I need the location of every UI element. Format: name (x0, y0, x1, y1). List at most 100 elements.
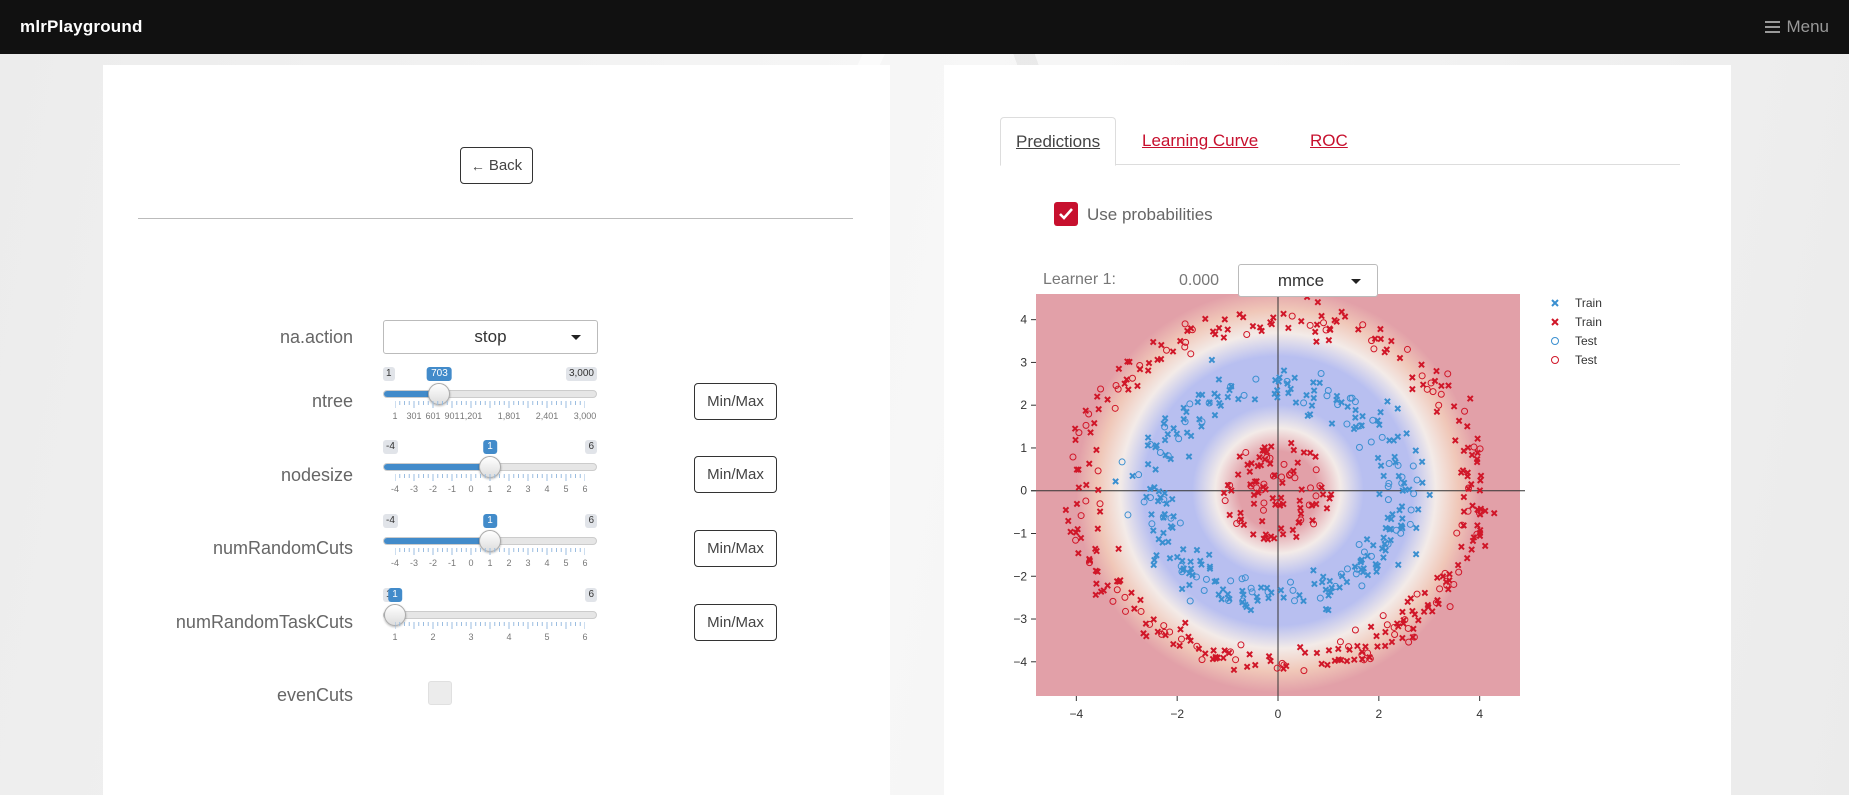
data-point (1220, 489, 1228, 497)
data-point (1394, 461, 1402, 469)
data-point (1311, 580, 1318, 588)
data-point (1253, 478, 1260, 485)
data-point (1273, 499, 1281, 507)
data-point (1287, 385, 1294, 393)
slider-tick-label: 1 (392, 411, 398, 421)
evencuts-checkbox[interactable] (428, 681, 452, 705)
slider-tick-label: 5 (563, 484, 569, 494)
data-point (1286, 471, 1294, 479)
x-tick-label: 4 (1476, 707, 1483, 721)
slider-tick-label: 2 (430, 632, 436, 642)
slider-tick-label: 301 (406, 411, 422, 421)
data-point (1474, 449, 1481, 457)
data-point (1335, 656, 1343, 663)
numrandomcuts-minmax-button[interactable]: Min/Max (694, 530, 777, 567)
ntree-slider[interactable]: 1 3,000 703 1 301 601 901 1,201 1,801 2,401 3,000 (383, 367, 597, 422)
data-point (1312, 500, 1320, 508)
data-point (1075, 466, 1082, 473)
data-point (1336, 584, 1343, 591)
data-point (1112, 382, 1120, 390)
data-point (1192, 573, 1200, 581)
tab-learning-curve[interactable]: Learning Curve (1142, 131, 1259, 150)
slider-min-label: -4 (383, 440, 398, 454)
data-point (1176, 519, 1184, 527)
data-point (1470, 443, 1478, 451)
legend-label: Test (1575, 353, 1598, 367)
numrandomtaskcuts-slider[interactable]: 161123456 (383, 588, 597, 643)
data-point (1457, 469, 1465, 476)
data-point (1343, 420, 1351, 428)
data-point (1308, 402, 1316, 409)
data-point (1226, 511, 1234, 519)
data-point (1166, 554, 1174, 562)
menu-button[interactable]: Menu (1765, 17, 1829, 37)
check-icon (1059, 208, 1073, 220)
data-point (1338, 572, 1346, 580)
data-point (1215, 376, 1223, 383)
use-probabilities-checkbox[interactable] (1054, 202, 1078, 226)
data-point (1125, 386, 1132, 393)
y-tick-label: 4 (1020, 313, 1027, 327)
na-action-select[interactable]: stop (383, 320, 598, 354)
data-point (1297, 504, 1304, 512)
data-point (1218, 595, 1225, 603)
param-label-na-action: na.action (279, 327, 353, 347)
back-button[interactable]: ← Back (460, 147, 533, 184)
data-point (1397, 529, 1405, 537)
nodesize-slider[interactable]: -4 6 1 -4 -3 -2 -1 0 1 2 3 4 5 6 (383, 440, 597, 495)
data-point (1405, 638, 1413, 646)
tab-roc[interactable]: ROC (1310, 131, 1348, 150)
data-point (1443, 581, 1451, 589)
nodesize-minmax-button[interactable]: Min/Max (694, 456, 777, 493)
measure-select[interactable]: mmce (1238, 264, 1378, 297)
data-point (1465, 484, 1473, 492)
slider-tick-label: 4 (506, 632, 512, 642)
data-point (1313, 338, 1320, 345)
data-point (1436, 585, 1444, 593)
data-point (1267, 443, 1275, 450)
data-point (1334, 401, 1342, 409)
data-point (1187, 558, 1194, 566)
data-point (1256, 453, 1263, 461)
data-point (1136, 362, 1144, 370)
ntree-minmax-button[interactable]: Min/Max (694, 383, 777, 420)
data-point (1410, 633, 1418, 641)
x-tick-label: −4 (1069, 707, 1083, 721)
data-point (1266, 454, 1274, 462)
numrandomtaskcuts-minmax-button[interactable]: Min/Max (694, 604, 777, 641)
y-tick-label: 1 (1020, 441, 1027, 455)
data-point (1381, 348, 1389, 356)
numrandomcuts-slider[interactable]: -4 6 1 -4 -3 -2 -1 0 1 2 3 4 5 6 (383, 514, 597, 569)
data-point (1288, 312, 1296, 320)
data-point (1168, 495, 1176, 503)
data-point (1247, 606, 1255, 614)
data-point (1221, 497, 1229, 505)
data-point (1181, 418, 1189, 426)
slider-tick-label: -4 (390, 558, 400, 568)
brand[interactable]: mlrPlayground (20, 17, 143, 36)
data-point (1158, 341, 1165, 349)
slider-tick-label: 6 (582, 558, 588, 568)
data-point (1289, 586, 1297, 594)
data-point (1404, 624, 1412, 632)
data-point (1325, 592, 1332, 599)
data-point (1072, 529, 1080, 536)
data-point (1187, 350, 1195, 358)
data-point (1248, 588, 1256, 596)
data-point (1297, 516, 1305, 524)
data-point (1114, 385, 1122, 393)
slider-handle[interactable] (428, 383, 451, 405)
data-point (1415, 616, 1422, 624)
data-point (1374, 562, 1382, 570)
data-point (1224, 590, 1232, 598)
slider-value-label: 703 (427, 367, 452, 381)
data-point (1310, 387, 1318, 394)
data-point (1424, 601, 1432, 609)
data-point (1167, 455, 1175, 463)
data-point (1373, 568, 1380, 575)
legend-label: Train (1575, 315, 1602, 329)
data-point (1297, 510, 1305, 518)
tab-predictions[interactable]: Predictions (1000, 117, 1117, 166)
slider-tick-label: 4 (544, 558, 550, 568)
data-point (1463, 423, 1471, 430)
